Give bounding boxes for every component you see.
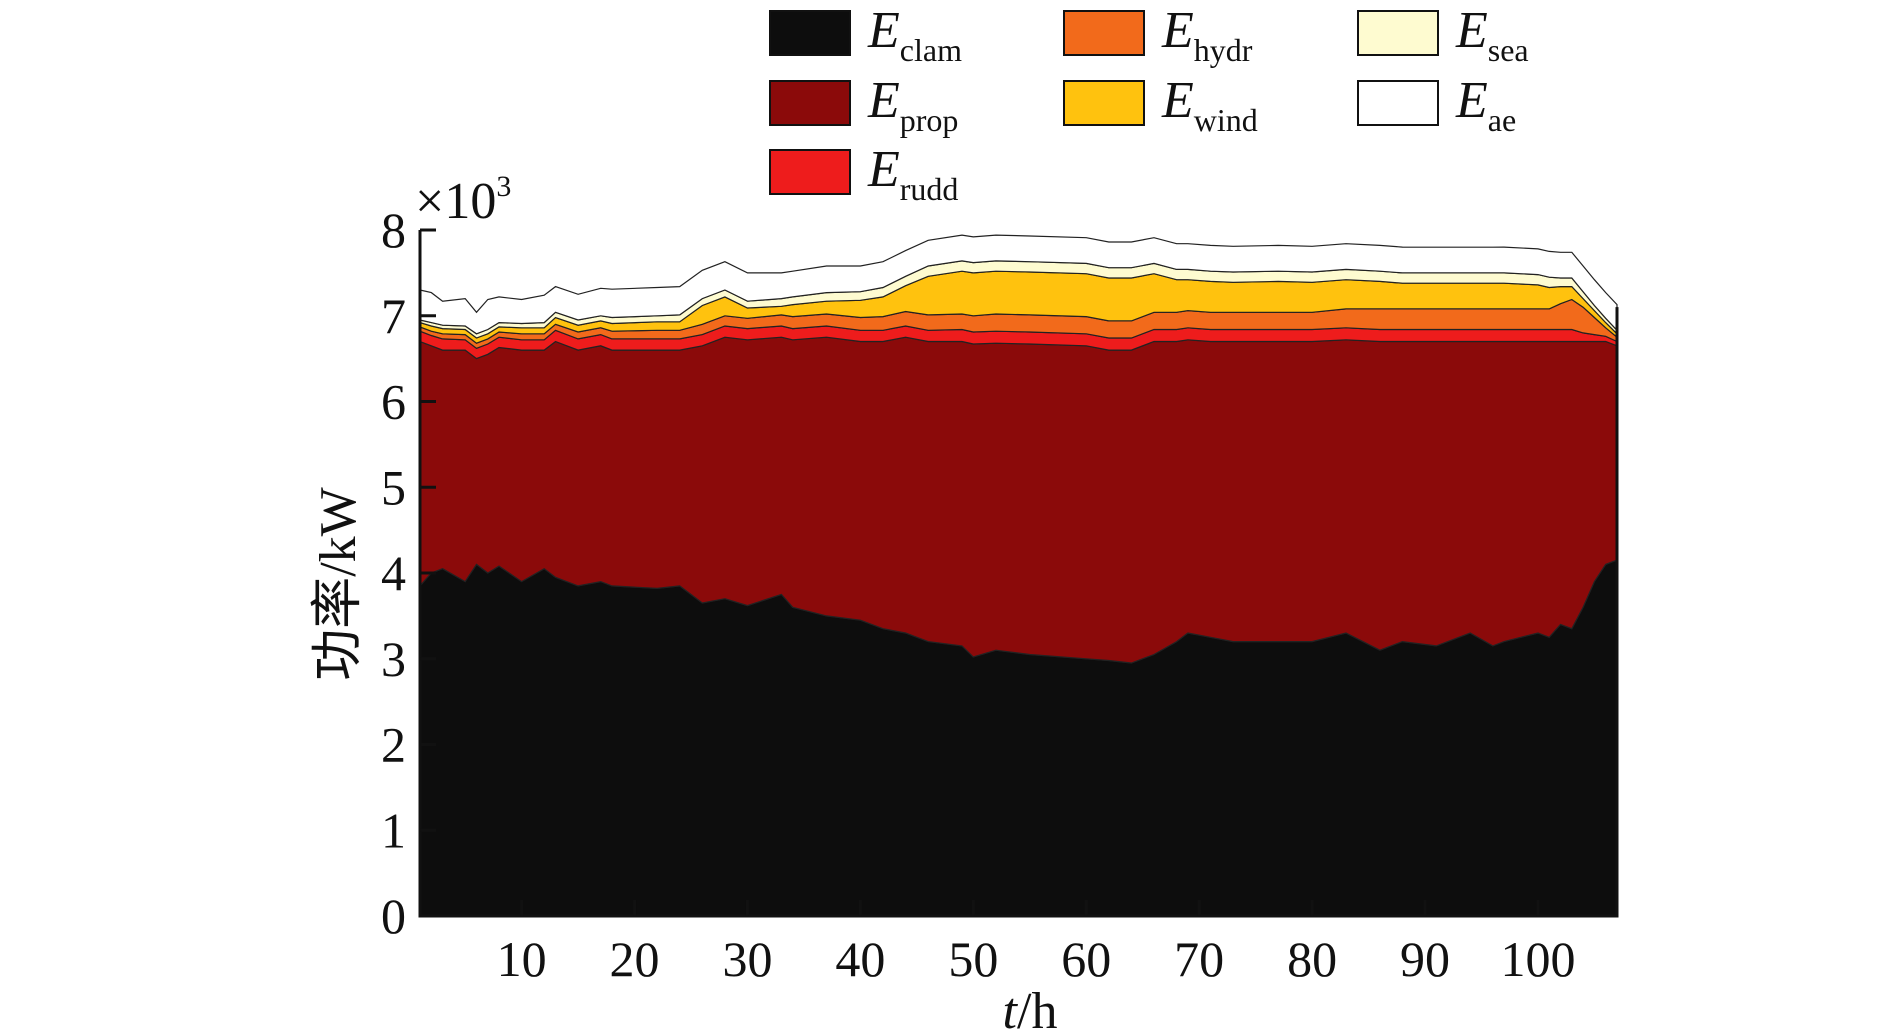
y-tick-label: 3 — [381, 631, 406, 687]
plot-area: 10 20 30 40 50 60 70 80 90 100 0 1 2 3 4 5 6 7 8 — [381, 202, 1619, 987]
y-tick-label: 5 — [381, 459, 406, 515]
legend-swatch — [1357, 10, 1439, 56]
legend-swatch — [1357, 80, 1439, 126]
legend-swatch — [1063, 10, 1145, 56]
y-axis-ticks: 0 1 2 3 4 5 6 7 8 — [381, 202, 436, 944]
legend-item-wind: Ewind — [1063, 72, 1258, 138]
y-axis-multiplier-base: ×10 — [415, 173, 496, 230]
x-tick-label: 60 — [1061, 931, 1111, 987]
x-tick-label: 20 — [610, 931, 660, 987]
legend-swatch — [769, 80, 851, 126]
x-axis-title-unit: /h — [1017, 983, 1057, 1033]
legend-swatch — [769, 149, 851, 195]
legend-label: Eprop — [867, 72, 958, 138]
legend-item-rudd: Erudd — [769, 141, 958, 207]
x-axis-title: t/h — [1003, 983, 1058, 1033]
legend-item-ae: Eae — [1357, 72, 1516, 138]
legend-item-clam: Eclam — [769, 2, 962, 68]
legend-label: Ewind — [1161, 72, 1258, 138]
x-tick-label: 10 — [497, 931, 547, 987]
y-tick-label: 4 — [381, 545, 406, 601]
legend-label: Eclam — [867, 2, 962, 68]
legend-swatch — [1063, 80, 1145, 126]
legend-swatch — [769, 10, 851, 56]
x-tick-label: 50 — [948, 931, 998, 987]
y-tick-label: 0 — [381, 888, 406, 944]
y-tick-label: 8 — [381, 202, 406, 258]
y-tick-label: 7 — [381, 288, 406, 344]
y-tick-label: 6 — [381, 374, 406, 430]
x-tick-label: 90 — [1400, 931, 1450, 987]
y-axis-title: 功率/kW — [310, 487, 367, 681]
legend-label: Eae — [1455, 72, 1516, 138]
x-tick-label: 30 — [722, 931, 772, 987]
y-tick-label: 1 — [381, 802, 406, 858]
x-tick-label: 80 — [1287, 931, 1337, 987]
area-series-group — [419, 234, 1618, 917]
x-tick-label: 40 — [835, 931, 885, 987]
legend-item-prop: Eprop — [769, 72, 958, 138]
x-tick-label: 100 — [1500, 931, 1575, 987]
x-axis-title-var: t — [1003, 983, 1019, 1033]
y-axis-multiplier: ×103 — [415, 170, 511, 230]
y-axis-multiplier-exponent: 3 — [496, 170, 511, 203]
x-axis-ticks: 10 20 30 40 50 60 70 80 90 100 — [497, 900, 1575, 987]
legend-label: Esea — [1455, 2, 1529, 68]
legend-item-hydr: Ehydr — [1063, 2, 1253, 68]
legend-label: Ehydr — [1161, 2, 1253, 68]
y-tick-label: 2 — [381, 717, 406, 773]
legend-item-sea: Esea — [1357, 2, 1529, 68]
legend-label: Erudd — [867, 141, 958, 207]
x-tick-label: 70 — [1174, 931, 1224, 987]
